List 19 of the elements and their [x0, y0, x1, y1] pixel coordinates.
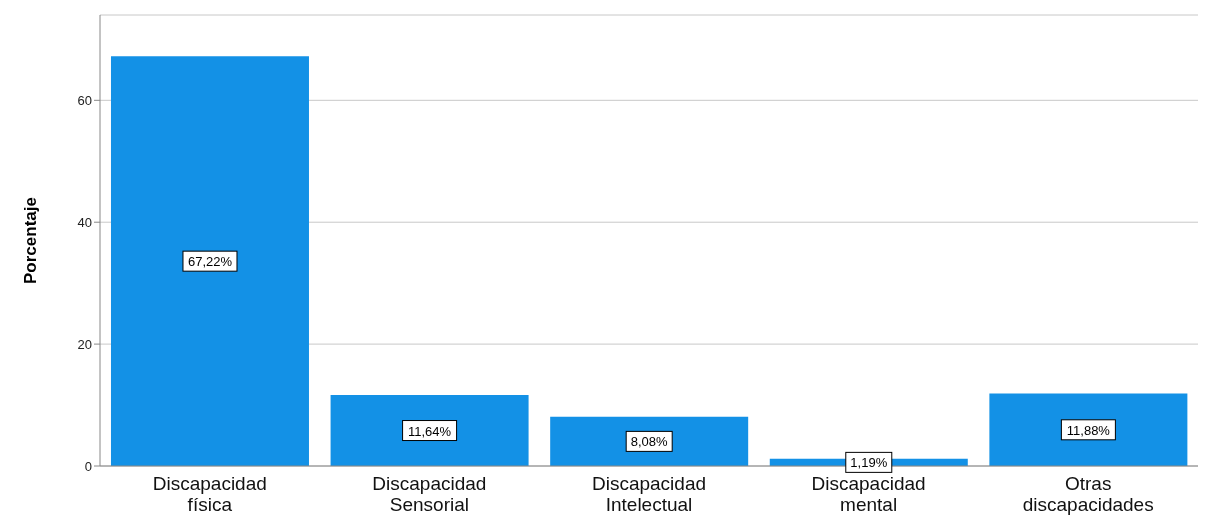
x-tick-label: Discapacidad física	[152, 473, 267, 515]
data-label: 11,64%	[408, 423, 452, 439]
bar	[110, 56, 309, 466]
x-tick-label: Otras discapacidades	[1022, 473, 1154, 515]
y-tick-label: 60	[77, 92, 92, 108]
y-tick-label: 0	[84, 458, 92, 474]
y-axis-title: Porcentaje	[21, 197, 41, 284]
bar	[330, 395, 529, 466]
data-label: 8,08%	[630, 434, 669, 450]
y-tick-label: 40	[77, 214, 92, 230]
data-label: 1,19%	[850, 455, 888, 471]
x-tick-label: Discapacidad Sensorial	[372, 473, 487, 515]
y-tick-label: 20	[77, 336, 92, 352]
data-label: 11,88%	[1066, 422, 1111, 438]
x-tick-label: Discapacidad Intelectual	[591, 473, 707, 515]
x-tick-label: Discapacidad mental	[811, 473, 926, 515]
bar	[550, 416, 749, 466]
data-label: 67,22%	[187, 254, 233, 270]
bar	[989, 393, 1188, 466]
